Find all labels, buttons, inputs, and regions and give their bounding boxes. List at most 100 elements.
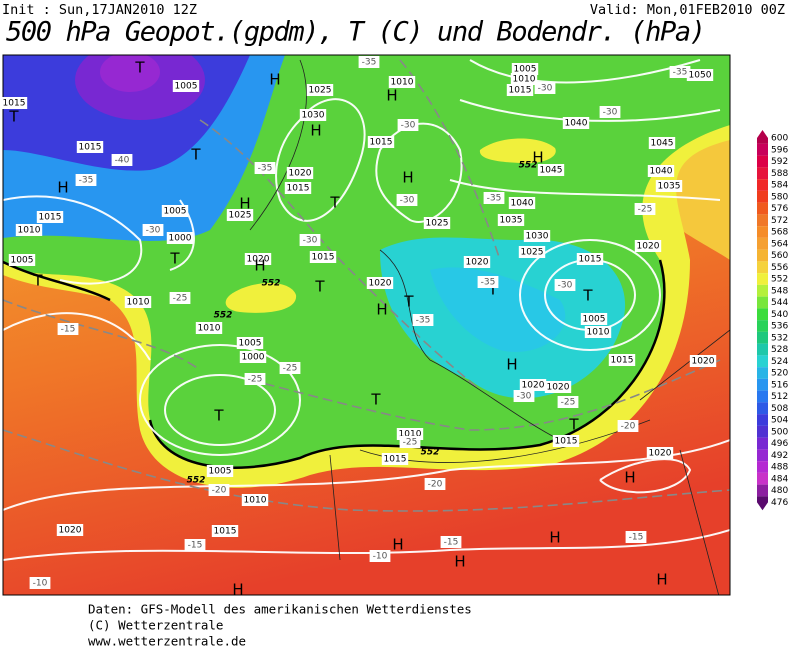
pressure-system: H bbox=[376, 301, 387, 319]
label-box bbox=[647, 165, 675, 177]
colorbar-label: 476 bbox=[771, 498, 788, 508]
isoline-label: -30 bbox=[400, 196, 415, 206]
isoline-label: 1015 bbox=[3, 99, 26, 109]
valid-time: Valid: Mon,01FEB2010 00Z bbox=[590, 2, 785, 18]
colorbar-cell bbox=[757, 367, 768, 379]
colorbar-cell bbox=[757, 390, 768, 403]
isoline-label: 1005 bbox=[164, 207, 187, 217]
label-box bbox=[634, 240, 662, 252]
pressure-system: T bbox=[568, 416, 579, 434]
label-box bbox=[544, 381, 572, 393]
isoline-label: -20 bbox=[428, 480, 443, 490]
label-box bbox=[519, 379, 547, 391]
isoline-label: 1000 bbox=[169, 234, 192, 244]
label-box bbox=[124, 296, 152, 308]
pressure-system: T bbox=[8, 108, 19, 126]
colorbar-cell bbox=[757, 214, 768, 227]
label-box bbox=[646, 447, 674, 459]
colorbar-label: 544 bbox=[771, 298, 788, 308]
footer-line: (C) Wetterzentrale bbox=[88, 618, 223, 633]
isoline-label: 1015 bbox=[384, 455, 407, 465]
isoline-label: -15 bbox=[629, 533, 644, 543]
label-box bbox=[412, 314, 434, 326]
isoline-label: 1015 bbox=[579, 255, 602, 265]
isoline-label: 1005 bbox=[514, 65, 537, 75]
colorbar-cell bbox=[757, 296, 768, 309]
label-box bbox=[8, 254, 36, 266]
label-box bbox=[534, 82, 556, 94]
label-box bbox=[562, 117, 590, 129]
colorbar-cell bbox=[757, 320, 768, 332]
colorbar-label: 592 bbox=[771, 157, 788, 167]
label-box bbox=[57, 323, 79, 335]
isoline-label: 1010 bbox=[399, 430, 422, 440]
colorbar-label: 508 bbox=[771, 404, 788, 414]
isoline-label: -30 bbox=[517, 392, 532, 402]
footer-line: www.wetterzentrale.de bbox=[88, 634, 246, 648]
colorbar-label: 480 bbox=[771, 486, 788, 496]
colorbar-label: 512 bbox=[771, 392, 788, 402]
colorbar-label: 560 bbox=[771, 251, 788, 261]
label-box bbox=[306, 84, 334, 96]
label-box bbox=[686, 69, 714, 81]
isoline-label: 1035 bbox=[500, 216, 523, 226]
label-box bbox=[513, 390, 535, 402]
isoline-label: 1030 bbox=[526, 232, 549, 242]
isoline-label: 1020 bbox=[466, 258, 489, 268]
isoline-label: 1015 bbox=[509, 86, 532, 96]
label-box bbox=[369, 550, 391, 562]
isoline-label: -30 bbox=[603, 108, 618, 118]
label-box bbox=[226, 209, 254, 221]
colorbar-label: 536 bbox=[771, 322, 788, 332]
pressure-system: T bbox=[32, 272, 43, 290]
isoline-label: -15 bbox=[61, 325, 76, 335]
isoline-label: 1020 bbox=[59, 526, 82, 536]
isoline-label: -30 bbox=[146, 226, 161, 236]
isoline-label: -25 bbox=[638, 205, 653, 215]
isoline-label: -35 bbox=[416, 316, 431, 326]
isoline-label: 1010 bbox=[198, 324, 221, 334]
colorbar-label: 520 bbox=[771, 369, 788, 379]
label-box bbox=[397, 119, 419, 131]
label-box bbox=[75, 174, 97, 186]
colorbar-cell bbox=[757, 226, 768, 238]
label-box bbox=[580, 313, 608, 325]
isoline-label: 1010 bbox=[513, 75, 536, 85]
pressure-system: H bbox=[402, 169, 413, 187]
height-label: 552 bbox=[262, 279, 281, 289]
label-box bbox=[76, 141, 104, 153]
isoline-label: -30 bbox=[303, 236, 318, 246]
colorbar-cell bbox=[757, 378, 768, 391]
colorbar-cell bbox=[757, 155, 768, 168]
isoline-label: -25 bbox=[561, 398, 576, 408]
isoline-label: 1010 bbox=[244, 496, 267, 506]
isoline-label: 1010 bbox=[18, 226, 41, 236]
label-box bbox=[510, 73, 538, 85]
label-box bbox=[36, 211, 64, 223]
pressure-system: H bbox=[386, 87, 397, 105]
label-box bbox=[211, 525, 239, 537]
label-box bbox=[599, 106, 621, 118]
colorbar-cell bbox=[757, 308, 768, 321]
label-box bbox=[381, 453, 409, 465]
isoline-label: -30 bbox=[538, 84, 553, 94]
label-box bbox=[508, 197, 536, 209]
label-box bbox=[29, 577, 51, 589]
label-box bbox=[279, 362, 301, 374]
label-box bbox=[634, 203, 656, 215]
label-box bbox=[244, 253, 272, 265]
pressure-system: H bbox=[532, 149, 543, 167]
map-frame bbox=[2, 54, 731, 596]
colorbar-cell bbox=[757, 190, 768, 203]
pressure-system: T bbox=[487, 281, 498, 299]
isoline-label: 1015 bbox=[370, 138, 393, 148]
isoline-label: -35 bbox=[362, 58, 377, 68]
colorbar-cell bbox=[757, 143, 768, 156]
colorbar-label: 580 bbox=[771, 192, 788, 202]
colorbar-label: 524 bbox=[771, 357, 788, 367]
isoline-label: 1040 bbox=[650, 167, 673, 177]
isoline-label: 1010 bbox=[587, 328, 610, 338]
pressure-system: H bbox=[269, 71, 280, 89]
isoline-label: 1020 bbox=[247, 255, 270, 265]
label-box bbox=[184, 539, 206, 551]
